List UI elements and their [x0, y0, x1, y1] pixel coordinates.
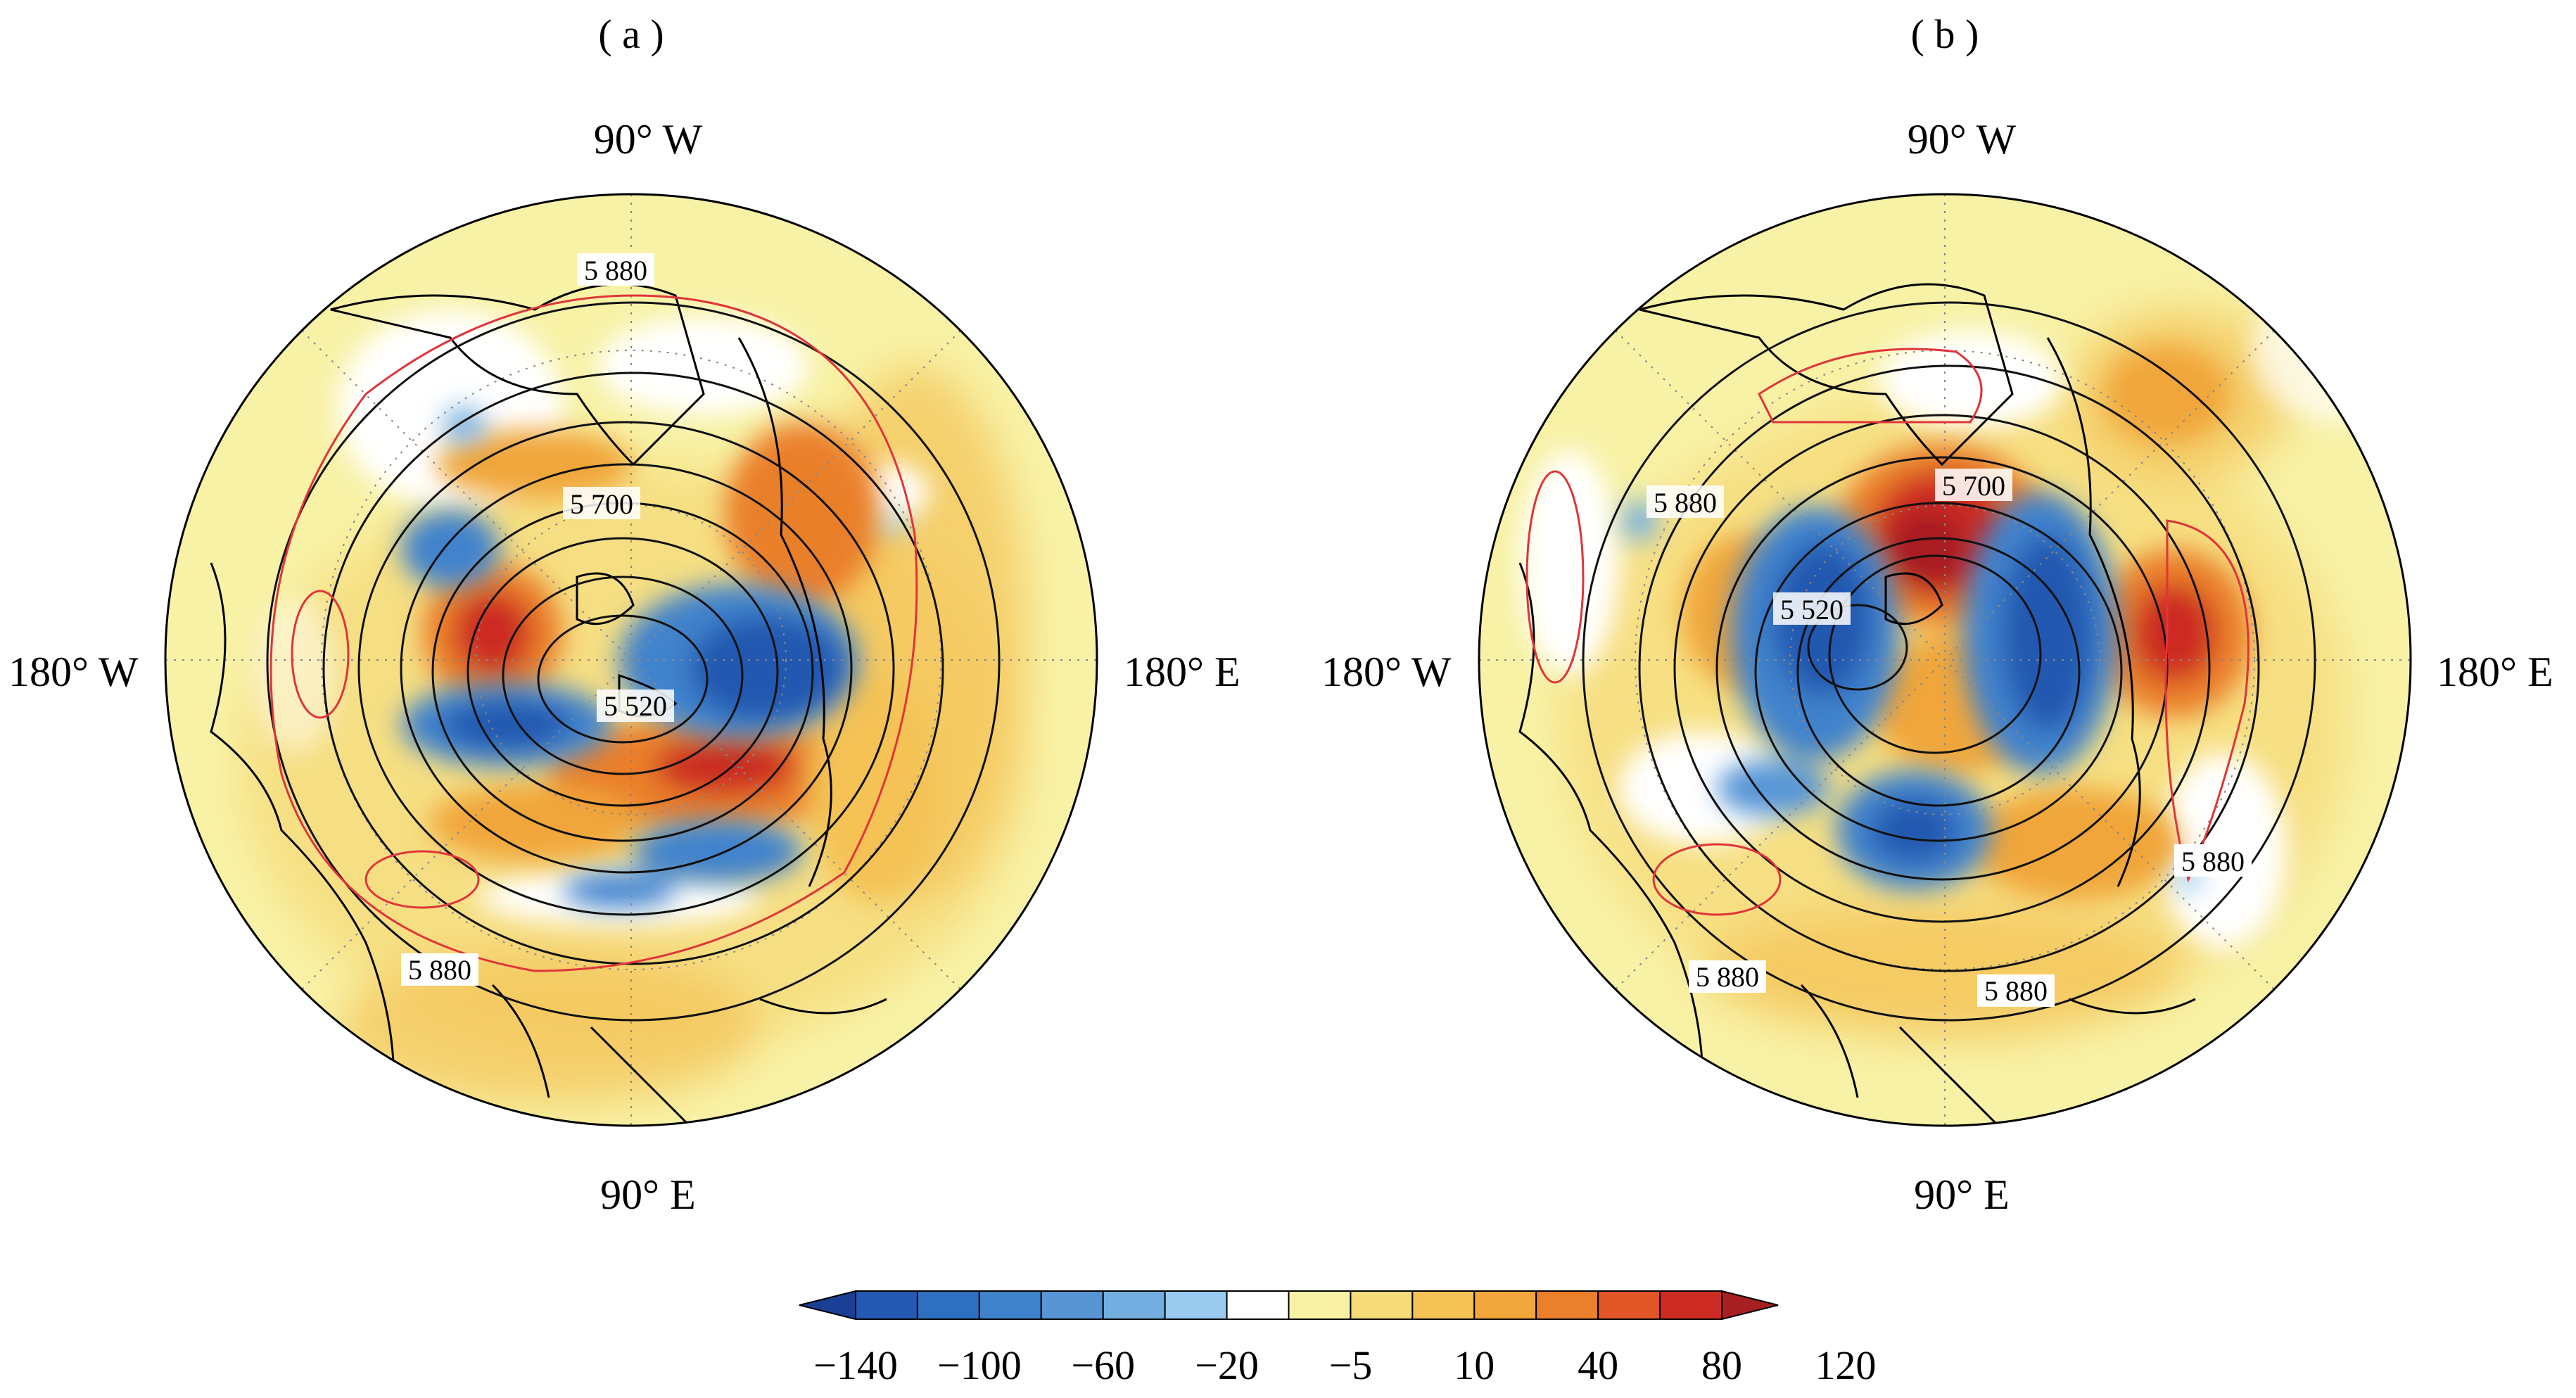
panel-b-lon-label-top: 90° W: [1908, 116, 2017, 163]
colorbar-arrow-low: [799, 1290, 856, 1321]
panel-a-contour-label: 5 700: [570, 488, 633, 520]
panel-b-contour-label: 5 880: [2181, 846, 2245, 877]
colorbar-swatch: [1411, 1290, 1476, 1320]
panel-b-shading: [1479, 194, 2411, 1126]
colorbar-swatch: [1473, 1290, 1537, 1320]
panel-b-label: ( b ): [1911, 11, 1979, 57]
panel-a-shading: [165, 194, 1097, 1126]
panel-a-contour-label: 5 520: [604, 690, 667, 722]
colorbar: −140 −100 −60 −20 −5 10 40 80 120: [799, 1290, 1876, 1388]
panel-a-contour-labels: 5 880 5 700 5 520 5 880: [401, 253, 674, 986]
colorbar-tick-label: 10: [1454, 1342, 1495, 1388]
colorbar-swatch: [1597, 1290, 1661, 1320]
colorbar-tick-label: 80: [1701, 1342, 1742, 1388]
colorbar-swatch: [1350, 1290, 1414, 1320]
panel-b-lon-label-bottom: 90° E: [1914, 1171, 2010, 1218]
panel-a-lon-label-left: 180° W: [8, 649, 139, 695]
colorbar-swatch: [855, 1290, 918, 1320]
panel-b-contour-labels: 5 880 5 700 5 520 5 880 5 880 5 880: [1647, 469, 2252, 1007]
colorbar-swatch: [1164, 1290, 1228, 1320]
colorbar-tick-label: −5: [1329, 1342, 1373, 1388]
colorbar-arrow-high: [1721, 1290, 1779, 1321]
colorbar-tick-label: −60: [1071, 1342, 1135, 1388]
panel-b-contour-label: 5 880: [1984, 975, 2048, 1007]
colorbar-swatch: [1226, 1290, 1290, 1320]
panel-a-polar-map: ( a ) 90° W 180° W 180° E 90° E: [8, 11, 1241, 1218]
colorbar-tick-label: −140: [813, 1342, 898, 1388]
panel-a-lon-label-right: 180° E: [1124, 649, 1241, 695]
panel-a-label: ( a ): [598, 11, 664, 57]
panel-a-lon-label-top: 90° W: [594, 116, 703, 163]
colorbar-swatch: [978, 1290, 1042, 1320]
panel-b-polar-map: ( b ) 90° W 180° W 180° E 90° E: [1321, 11, 2553, 1218]
panel-b-contour-label: 5 700: [1942, 470, 2005, 502]
panel-b-contour-label: 5 520: [1780, 594, 1844, 625]
panel-a-contour-label: 5 880: [408, 954, 471, 986]
panel-b-lon-label-right: 180° E: [2437, 649, 2553, 695]
colorbar-swatch: [1535, 1290, 1599, 1320]
colorbar-tick-label: −100: [937, 1342, 1022, 1388]
panel-b-frame: [1478, 193, 2412, 1127]
colorbar-tick-label: 120: [1815, 1342, 1876, 1388]
colorbar-swatch: [916, 1290, 980, 1320]
colorbar-swatch: [1102, 1290, 1166, 1320]
panel-a-lon-label-bottom: 90° E: [600, 1171, 696, 1218]
panel-a-frame: [164, 193, 1098, 1127]
colorbar-tick-label: 40: [1578, 1342, 1618, 1388]
panel-a-contour-label: 5 880: [584, 255, 647, 286]
colorbar-swatch: [1040, 1290, 1104, 1320]
colorbar-tick-label: −20: [1195, 1342, 1259, 1388]
panel-b-contour-label: 5 880: [1654, 487, 1717, 519]
panel-b-lon-label-left: 180° W: [1321, 649, 1452, 695]
panel-b-contour-label: 5 880: [1696, 961, 1759, 993]
colorbar-swatch: [1288, 1290, 1352, 1320]
colorbar-swatch: [1659, 1290, 1723, 1320]
